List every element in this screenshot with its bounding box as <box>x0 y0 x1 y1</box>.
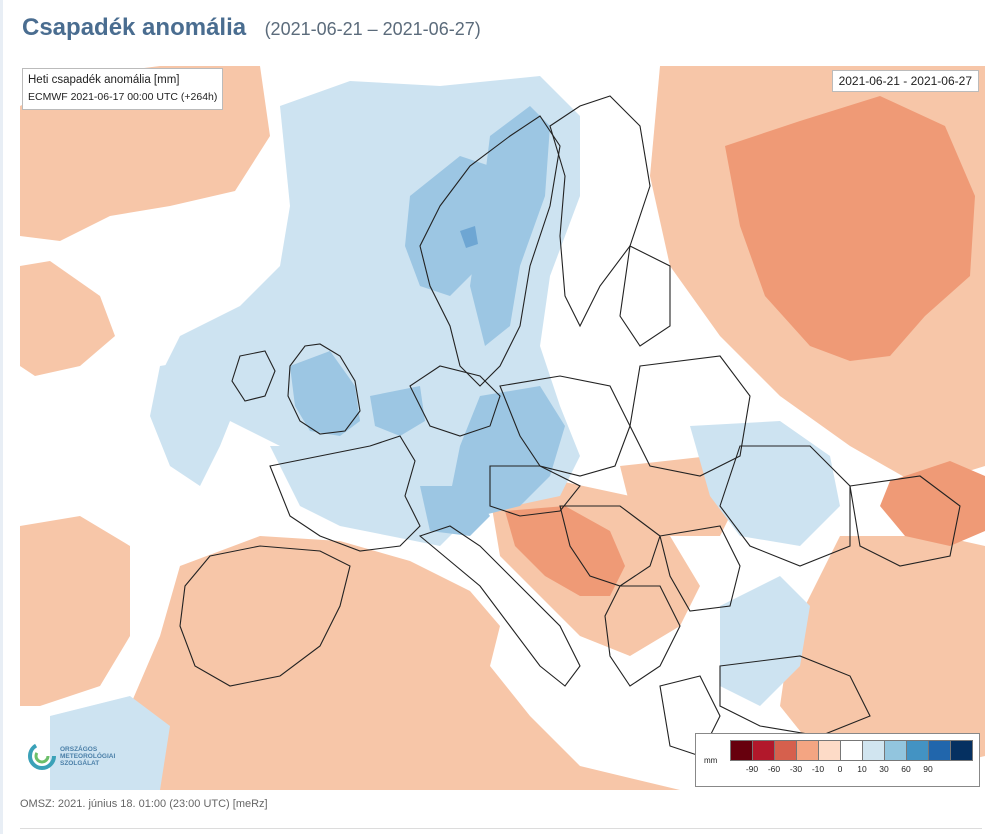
anomaly-wet-black-sea <box>690 421 840 546</box>
logo-line-1: ORSZÁGOS <box>60 745 98 753</box>
anomaly-very-dry-croatia-bosnia <box>505 506 625 596</box>
map-info-title: Heti csapadék anomália [mm] <box>28 74 180 86</box>
anomaly-dry-mediterranean <box>130 536 680 790</box>
anomaly-extreme-wet-norway <box>460 226 478 248</box>
anomaly-very-wet-sweden <box>470 106 550 346</box>
legend-tick-label: -30 <box>789 764 803 774</box>
legend-swatch <box>928 740 951 761</box>
anomaly-wet-southwest <box>50 696 170 790</box>
anomaly-dry-atlantic-west <box>20 261 115 376</box>
legend-swatches <box>730 740 973 761</box>
legend-tick-label: 90 <box>923 764 933 774</box>
legend-tick-label: -10 <box>811 764 825 774</box>
legend-tick-label: 10 <box>857 764 867 774</box>
footer-text: OMSZ: 2021. június 18. 01:00 (23:00 UTC)… <box>20 798 268 810</box>
map-info-model: ECMWF 2021-06-17 00:00 UTC (+264h) <box>28 91 218 103</box>
map-legend: mm -90 -60 -30 -10 0 10 30 60 90 <box>695 733 980 787</box>
date-range: (2021-06-21 – 2021-06-27) <box>264 19 481 39</box>
anomaly-dry-atlantic-south <box>20 516 130 706</box>
omsz-logo-icon <box>28 742 56 770</box>
page-title: Csapadék anomália <box>22 14 247 41</box>
left-rule <box>0 0 3 834</box>
title-row: Csapadék anomália (2021-06-21 – 2021-06-… <box>22 14 481 42</box>
legend-swatch <box>774 740 797 761</box>
omsz-logo: ORSZÁGOS METEOROLÓGIAI SZOLGÁLAT <box>28 742 115 770</box>
legend-swatch <box>840 740 863 761</box>
legend-tick-label: 0 <box>837 764 843 774</box>
map-canvas <box>20 66 985 790</box>
legend-swatch <box>818 740 841 761</box>
anomaly-wet-ireland-west <box>150 356 240 486</box>
map-info-box: Heti csapadék anomália [mm] ECMWF 2021-0… <box>22 68 224 110</box>
legend-tick-label: -60 <box>767 764 781 774</box>
logo-line-3: SZOLGÁLAT <box>60 759 100 767</box>
legend-swatch <box>950 740 973 761</box>
legend-tick-label: 30 <box>879 764 889 774</box>
bottom-rule <box>20 828 982 829</box>
precipitation-anomaly-map[interactable]: Heti csapadék anomália [mm] ECMWF 2021-0… <box>20 66 985 790</box>
legend-swatch <box>730 740 753 761</box>
logo-line-2: METEOROLÓGIAI <box>60 752 116 760</box>
anomaly-wet-aegean <box>720 576 810 706</box>
anomaly-very-wet-alps <box>420 486 490 536</box>
anomaly-very-dry-russia <box>725 96 975 361</box>
legend-swatch <box>796 740 819 761</box>
anomaly-very-dry-caucasus <box>880 461 985 546</box>
country-borders <box>179 95 961 757</box>
legend-unit: mm <box>704 756 718 765</box>
legend-tick-label: 60 <box>901 764 911 774</box>
legend-ticks: -90 -60 -30 -10 0 10 30 60 90 <box>730 764 978 778</box>
legend-swatch <box>862 740 885 761</box>
legend-swatch <box>906 740 929 761</box>
anomaly-dry-anatolia <box>780 536 985 776</box>
anomaly-very-wet-benelux <box>370 386 425 436</box>
legend-swatch <box>752 740 775 761</box>
legend-tick-label: -90 <box>745 764 759 774</box>
anomaly-very-wet-central-europe <box>450 386 565 516</box>
anomaly-very-wet-britain <box>290 351 360 436</box>
map-date-label: 2021-06-21 - 2021-06-27 <box>831 70 979 92</box>
legend-swatch <box>884 740 907 761</box>
omsz-logo-text: ORSZÁGOS METEOROLÓGIAI SZOLGÁLAT <box>60 746 115 767</box>
